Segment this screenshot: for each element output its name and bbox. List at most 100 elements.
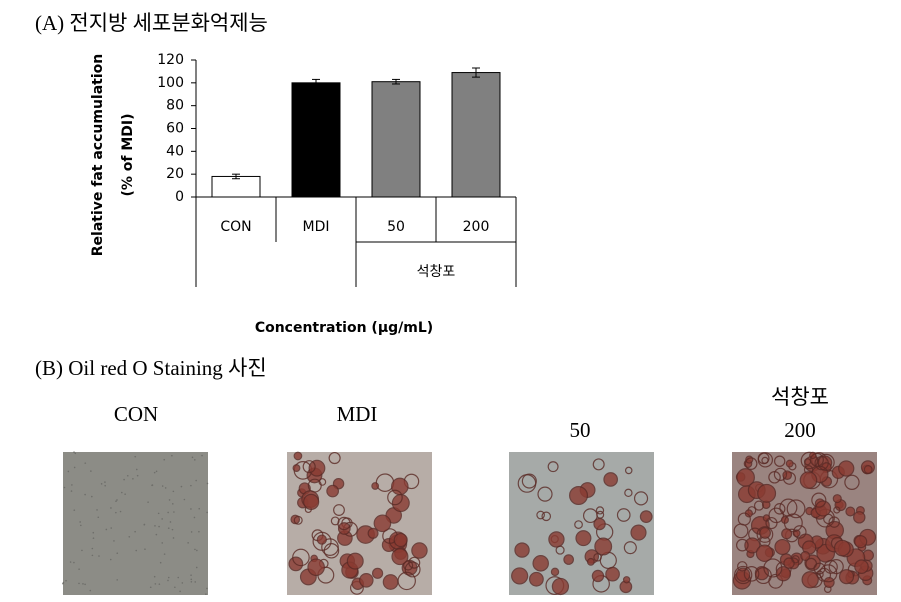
- speck: [195, 566, 198, 569]
- cell: [773, 467, 788, 481]
- micrograph-bg: [63, 452, 208, 595]
- cell: [323, 543, 340, 559]
- y-tick-label: 0: [175, 189, 184, 205]
- speck: [82, 583, 84, 585]
- error-bar: [392, 78, 400, 85]
- y-tick-label: 120: [157, 52, 184, 68]
- speck: [115, 500, 117, 503]
- y-axis-label: Relative fat accumulation: [90, 54, 106, 257]
- speck: [161, 542, 164, 544]
- speck: [132, 477, 134, 480]
- speck: [196, 549, 198, 552]
- cell: [292, 548, 310, 567]
- cell: [753, 500, 765, 511]
- speck: [154, 583, 157, 585]
- speck: [105, 528, 108, 531]
- speck: [190, 531, 193, 533]
- cell: [781, 528, 793, 540]
- speck: [116, 579, 119, 581]
- speck: [169, 521, 172, 523]
- y-tick-label: 40: [166, 143, 184, 159]
- cell: [633, 491, 649, 506]
- cell: [838, 569, 855, 585]
- speck: [190, 581, 193, 583]
- bar: [211, 175, 261, 198]
- speck: [172, 490, 175, 493]
- cell: [799, 471, 818, 489]
- speck: [109, 558, 112, 561]
- speck: [121, 491, 123, 494]
- cell: [551, 577, 570, 596]
- y-tick-label: 80: [166, 98, 184, 114]
- speck: [78, 582, 80, 585]
- cell: [737, 561, 748, 572]
- cell: [805, 557, 817, 570]
- speck: [98, 555, 100, 557]
- speck: [97, 516, 100, 519]
- cell: [593, 517, 606, 531]
- cell: [371, 567, 384, 579]
- cell: [537, 486, 553, 502]
- cell: [307, 478, 322, 493]
- cell: [603, 472, 618, 487]
- speck: [195, 479, 197, 482]
- cell: [639, 510, 653, 524]
- speck: [73, 509, 76, 511]
- speck: [177, 576, 180, 579]
- cell: [359, 573, 374, 588]
- cell: [593, 553, 602, 562]
- cell: [591, 569, 605, 583]
- cell: [514, 542, 530, 558]
- cell: [391, 494, 410, 513]
- cell: [800, 451, 819, 470]
- speck: [110, 527, 113, 529]
- cell: [312, 531, 332, 551]
- speck: [194, 581, 197, 583]
- cell: [547, 461, 559, 473]
- x-tick-label: 50: [387, 219, 405, 235]
- speck: [171, 454, 173, 457]
- speck: [90, 470, 92, 472]
- cell: [303, 493, 320, 511]
- cell: [735, 538, 749, 552]
- cell: [757, 483, 777, 503]
- cell: [773, 455, 786, 467]
- cell: [817, 453, 835, 472]
- speck: [96, 509, 98, 511]
- speck: [201, 454, 203, 457]
- speck: [155, 533, 158, 536]
- speck: [172, 537, 175, 539]
- cell: [823, 576, 835, 589]
- micrograph-bg: [509, 452, 654, 595]
- cell: [761, 456, 769, 465]
- cell: [550, 567, 560, 577]
- cell: [302, 460, 316, 474]
- cell: [548, 531, 565, 548]
- speck: [73, 561, 75, 564]
- speck: [126, 474, 129, 477]
- cell: [293, 451, 303, 461]
- speck: [168, 499, 171, 501]
- speck: [190, 574, 192, 576]
- section-title: (B) Oil red O Staining 사진: [35, 356, 267, 380]
- image-label: 200: [784, 418, 816, 442]
- micrograph: [732, 451, 877, 595]
- cell: [574, 520, 583, 529]
- speck: [116, 499, 118, 501]
- cell: [815, 500, 832, 517]
- speck: [113, 540, 115, 542]
- cell: [854, 559, 869, 574]
- y-axis-label: (% of MDI): [120, 113, 136, 196]
- micrograph: [509, 452, 654, 596]
- cell: [403, 560, 414, 571]
- cell: [408, 556, 421, 569]
- speck: [84, 462, 87, 464]
- group-label: 석창포: [417, 264, 456, 280]
- speck: [136, 474, 139, 477]
- cell: [624, 488, 633, 498]
- speck: [116, 552, 119, 555]
- speck: [92, 537, 95, 539]
- cell: [541, 511, 552, 522]
